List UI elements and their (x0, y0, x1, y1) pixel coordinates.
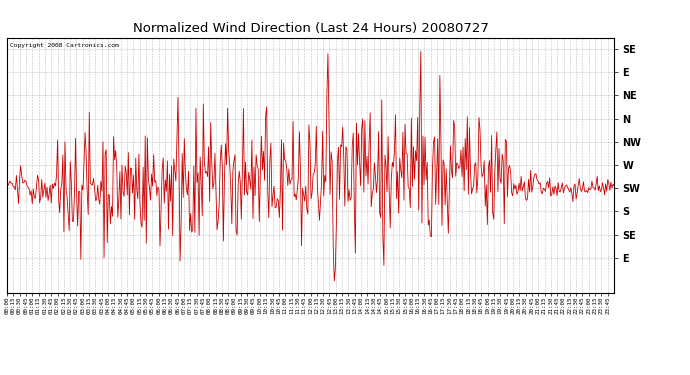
Title: Normalized Wind Direction (Last 24 Hours) 20080727: Normalized Wind Direction (Last 24 Hours… (132, 22, 489, 35)
Text: Copyright 2008 Cartronics.com: Copyright 2008 Cartronics.com (10, 43, 119, 48)
